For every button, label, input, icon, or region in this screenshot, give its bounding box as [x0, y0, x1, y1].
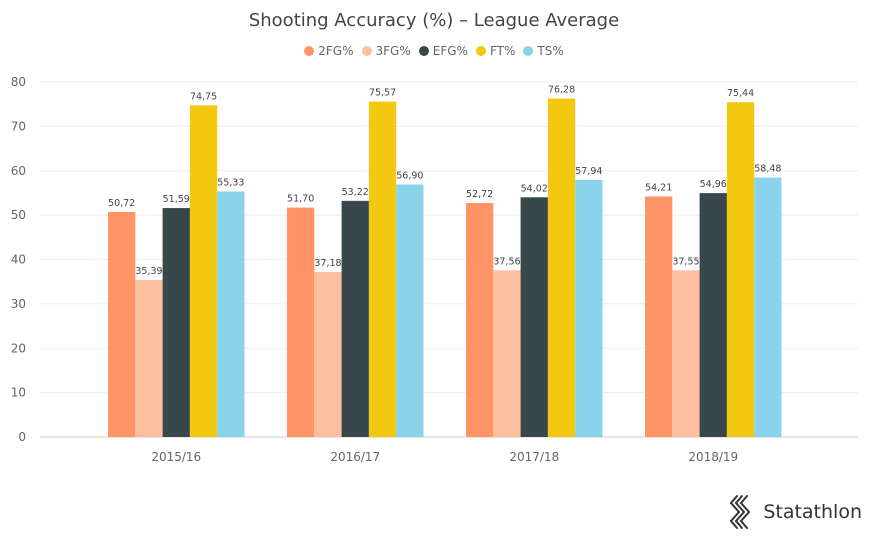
data-label: 75,44 — [727, 88, 754, 99]
bar[interactable] — [754, 177, 782, 437]
data-label: 55,33 — [217, 177, 244, 188]
data-label: 52,72 — [466, 189, 493, 200]
data-label: 50,72 — [108, 198, 135, 209]
y-tick-label: 80 — [11, 75, 26, 89]
bar[interactable] — [547, 98, 576, 437]
legend-marker — [475, 46, 486, 56]
data-label: 37,55 — [672, 256, 699, 267]
bar[interactable] — [520, 197, 548, 437]
data-label: 57,94 — [575, 166, 602, 177]
data-label: 37,18 — [314, 258, 341, 269]
bar[interactable] — [726, 102, 755, 438]
x-tick-label: 2018/19 — [688, 450, 738, 464]
data-label: 54,21 — [645, 182, 672, 193]
bar[interactable] — [217, 191, 245, 437]
data-label: 58,48 — [754, 163, 781, 174]
bar[interactable] — [396, 184, 424, 437]
legend-marker — [523, 46, 534, 56]
x-tick-label: 2017/18 — [509, 450, 559, 464]
legend-label: TS% — [537, 44, 564, 58]
statathlon-logo-icon — [729, 495, 751, 529]
bar[interactable] — [189, 105, 218, 437]
legend-label: 3FG% — [375, 44, 411, 58]
bar[interactable] — [368, 101, 397, 437]
bar[interactable] — [287, 207, 315, 437]
data-label: 37,56 — [493, 256, 520, 267]
bar[interactable] — [162, 208, 190, 437]
legend-label: FT% — [489, 44, 516, 58]
x-axis: 2015/16 2016/17 2017/18 2018/19 — [151, 450, 738, 464]
x-tick-label: 2015/16 — [151, 450, 201, 464]
legend: 2FG% 3FG% EFG% FT% TS% — [0, 44, 868, 58]
y-tick-label: 40 — [11, 253, 26, 267]
data-label: 74,75 — [190, 91, 217, 102]
x-tick-label: 2016/17 — [330, 450, 380, 464]
bar[interactable] — [672, 270, 700, 437]
data-label: 51,59 — [163, 194, 190, 205]
legend-marker — [418, 46, 429, 56]
data-labels: 50,72 35,39 51,59 74,75 55,33 51,70 37,18 53,22… — [108, 85, 781, 277]
bars — [108, 98, 782, 438]
data-label: 54,96 — [700, 179, 727, 190]
y-tick-label: 70 — [11, 119, 26, 133]
y-tick-label: 0 — [18, 430, 26, 444]
legend-label: EFG% — [432, 44, 468, 58]
bar[interactable] — [699, 193, 727, 437]
bar[interactable] — [575, 179, 603, 438]
legend-marker — [304, 46, 315, 56]
y-tick-label: 20 — [11, 341, 26, 355]
y-axis: 0 10 20 30 40 50 60 70 80 — [11, 75, 26, 444]
y-tick-label: 50 — [11, 208, 26, 222]
data-label: 75,57 — [369, 88, 396, 99]
data-label: 76,28 — [548, 85, 575, 96]
legend-item[interactable]: FT% — [475, 44, 516, 58]
data-label: 51,70 — [287, 194, 314, 205]
legend-marker — [361, 46, 372, 56]
data-label: 56,90 — [396, 171, 423, 182]
bar[interactable] — [135, 279, 163, 437]
legend-item[interactable]: TS% — [523, 44, 564, 58]
y-tick-label: 30 — [11, 297, 26, 311]
data-label: 54,02 — [521, 183, 548, 194]
y-tick-label: 60 — [11, 164, 26, 178]
y-tick-label: 10 — [11, 386, 26, 400]
bar[interactable] — [466, 203, 494, 437]
brand-logo: Statathlon — [727, 494, 862, 530]
legend-label: 2FG% — [318, 44, 354, 58]
data-label: 35,39 — [135, 266, 162, 277]
brand-name: Statathlon — [763, 501, 862, 523]
data-label: 53,22 — [342, 187, 369, 198]
bar[interactable] — [493, 270, 521, 437]
legend-item[interactable]: 3FG% — [361, 44, 411, 58]
legend-item[interactable]: 2FG% — [304, 44, 354, 58]
legend-item[interactable]: EFG% — [418, 44, 468, 58]
bar[interactable] — [645, 196, 673, 437]
bar[interactable] — [341, 200, 369, 437]
chart-title: Shooting Accuracy (%) – League Average — [248, 10, 620, 31]
bar[interactable] — [314, 272, 342, 437]
bar[interactable] — [108, 211, 136, 437]
